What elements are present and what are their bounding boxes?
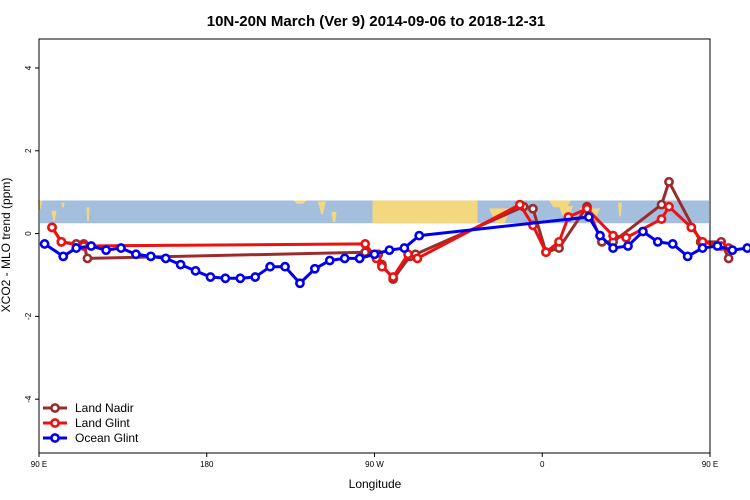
data-point (39, 239, 50, 249)
land-region (549, 200, 571, 208)
data-point (583, 212, 594, 222)
data-point (388, 272, 399, 282)
data-point (595, 230, 605, 241)
data-point (414, 230, 425, 241)
data-point (528, 203, 538, 214)
data-point (354, 253, 365, 264)
data-point (514, 199, 525, 210)
data-point (638, 226, 648, 237)
land-region (318, 201, 326, 215)
data-point (384, 245, 395, 256)
data-point (723, 253, 734, 264)
data-point (697, 243, 708, 253)
data-point (280, 261, 290, 272)
world-map-band (38, 200, 709, 224)
y-axis-label: XCO2 - MLO trend (ppm) (0, 178, 13, 313)
legend-label: Land Glint (75, 416, 130, 430)
data-point (412, 253, 423, 264)
legend-swatch-marker (50, 403, 60, 413)
y-tick-label: 2 (24, 148, 33, 153)
x-axis-label: Longitude (349, 477, 402, 491)
series-layer (39, 176, 750, 289)
y-tick-label: 4 (24, 65, 33, 70)
data-point (682, 251, 693, 262)
data-point (71, 243, 82, 253)
x-tick-label: 0 (540, 460, 545, 469)
chart-title: 10N-20N March (Ver 9) 2014-09-06 to 2018… (207, 13, 546, 30)
data-point (205, 272, 216, 282)
data-point (309, 263, 320, 274)
land-region (61, 202, 65, 208)
land-region (331, 211, 337, 223)
data-point (621, 232, 632, 243)
data-point (47, 222, 57, 233)
y-tick-label: -4 (24, 395, 33, 403)
data-point (339, 253, 350, 264)
series-ocean-glint (39, 212, 750, 289)
data-point (727, 245, 738, 256)
data-point (131, 249, 141, 260)
data-point (608, 230, 618, 241)
data-point (399, 243, 410, 253)
land-region (86, 207, 90, 221)
x-tick-label: 90 E (31, 460, 47, 469)
data-point (250, 272, 261, 282)
land-region (293, 200, 307, 204)
data-point (608, 243, 618, 253)
data-point (623, 241, 633, 251)
data-point (265, 261, 276, 272)
series-land-nadir (47, 176, 734, 285)
data-point (664, 176, 674, 187)
legend-label: Land Nadir (75, 401, 134, 415)
x-tick-label: 180 (200, 460, 214, 469)
series-line (50, 180, 731, 281)
data-point (582, 203, 592, 214)
data-point (554, 236, 564, 247)
data-point (360, 239, 371, 249)
data-point (160, 253, 171, 264)
legend-item: Ocean Glint (43, 431, 139, 445)
y-tick-label: -2 (24, 312, 33, 320)
data-point (116, 243, 126, 253)
data-point (295, 278, 305, 289)
x-tick-label: 90 E (702, 460, 718, 469)
data-point (652, 236, 663, 247)
legend-swatch-marker (50, 418, 60, 428)
data-point (82, 253, 93, 264)
y-tick-label: 0 (24, 231, 33, 236)
data-point (56, 236, 67, 247)
data-point (101, 245, 111, 256)
data-point (145, 251, 156, 262)
data-point (656, 199, 667, 210)
data-point (86, 241, 97, 251)
data-point (235, 273, 246, 284)
data-point (712, 241, 723, 251)
data-point (190, 265, 201, 276)
data-point (324, 255, 335, 266)
data-point (175, 259, 186, 270)
data-point (667, 239, 678, 249)
data-point (58, 251, 69, 262)
legend-item: Land Nadir (43, 401, 134, 415)
data-point (541, 247, 551, 258)
x-axis: 90 E 180 90 W 0 90 E (31, 453, 718, 469)
y-axis: -4 -2 0 2 4 (24, 65, 39, 403)
data-point (369, 249, 380, 260)
land-region (372, 200, 478, 224)
x-tick-label: 90 W (365, 460, 384, 469)
legend-swatch-marker (50, 433, 60, 443)
data-point (656, 214, 667, 224)
land-region (618, 202, 622, 217)
data-point (220, 273, 231, 284)
land-region (51, 210, 57, 221)
legend-item: Land Glint (43, 416, 130, 430)
data-point (377, 261, 387, 272)
data-point (686, 222, 697, 233)
data-point (742, 243, 750, 253)
legend-label: Ocean Glint (75, 431, 139, 445)
data-point (664, 201, 674, 212)
